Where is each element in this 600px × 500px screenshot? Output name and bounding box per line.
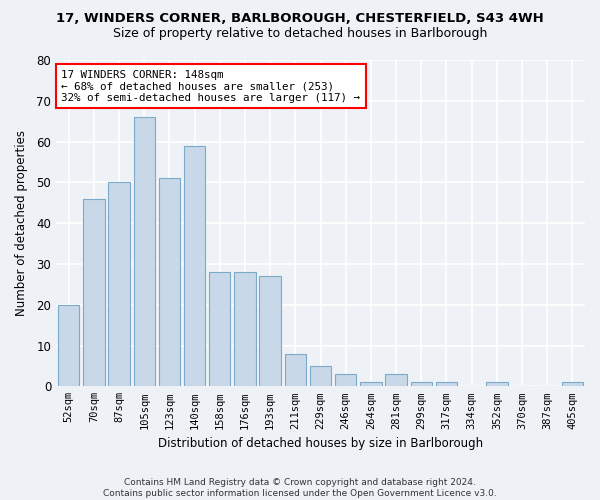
Bar — [109, 182, 130, 386]
Bar — [436, 382, 457, 386]
Bar — [335, 374, 356, 386]
Bar — [58, 304, 79, 386]
Bar — [209, 272, 230, 386]
Text: Size of property relative to detached houses in Barlborough: Size of property relative to detached ho… — [113, 28, 487, 40]
Text: Contains HM Land Registry data © Crown copyright and database right 2024.
Contai: Contains HM Land Registry data © Crown c… — [103, 478, 497, 498]
Bar — [562, 382, 583, 386]
Bar — [310, 366, 331, 386]
Bar — [360, 382, 382, 386]
Bar — [259, 276, 281, 386]
Text: 17, WINDERS CORNER, BARLBOROUGH, CHESTERFIELD, S43 4WH: 17, WINDERS CORNER, BARLBOROUGH, CHESTER… — [56, 12, 544, 26]
Bar — [83, 198, 104, 386]
Bar — [184, 146, 205, 386]
Text: 17 WINDERS CORNER: 148sqm
← 68% of detached houses are smaller (253)
32% of semi: 17 WINDERS CORNER: 148sqm ← 68% of detac… — [61, 70, 361, 103]
Bar — [159, 178, 180, 386]
Bar — [234, 272, 256, 386]
Bar — [385, 374, 407, 386]
Bar — [134, 117, 155, 386]
Bar — [486, 382, 508, 386]
Y-axis label: Number of detached properties: Number of detached properties — [15, 130, 28, 316]
Bar — [284, 354, 306, 386]
X-axis label: Distribution of detached houses by size in Barlborough: Distribution of detached houses by size … — [158, 437, 483, 450]
Bar — [410, 382, 432, 386]
